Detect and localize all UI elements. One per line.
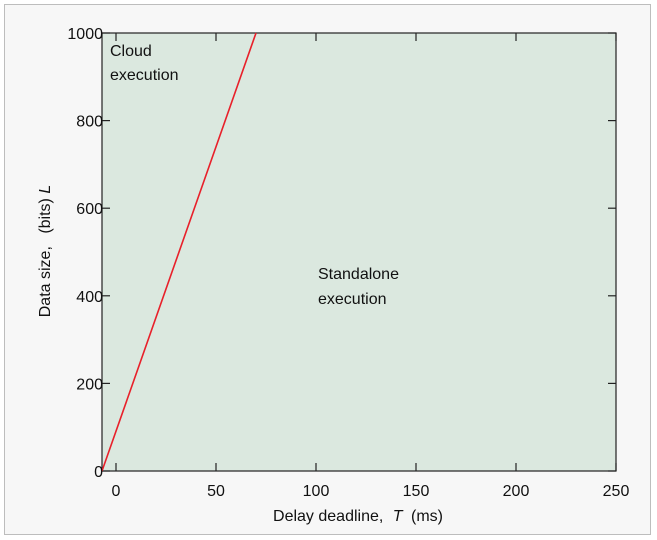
- boundary-line: [101, 32, 257, 472]
- standalone-label-line2: execution: [318, 291, 387, 308]
- y-tick-labels: 0 200 400 600 800 1000: [67, 26, 103, 481]
- x-tick-label: 0: [112, 483, 121, 500]
- x-tick-labels: 0 50 100 150 200 250: [112, 483, 630, 500]
- plot-area: [101, 32, 617, 472]
- x-axis-title-unit: (ms): [411, 508, 443, 525]
- y-tick-label: 200: [76, 376, 103, 393]
- y-tick-label: 800: [76, 114, 103, 131]
- cloud-label-line2: execution: [110, 67, 179, 84]
- x-axis-title-var: T: [393, 508, 404, 525]
- x-tick-label: 150: [403, 483, 430, 500]
- y-axis-title-unit: (bits): [37, 198, 54, 234]
- x-tick-label: 250: [603, 483, 630, 500]
- y-tick-label: 1000: [67, 26, 103, 43]
- y-tick-label: 0: [94, 464, 103, 481]
- y-axis-title: Data size, (bits) L: [37, 185, 54, 318]
- x-tick-label: 200: [503, 483, 530, 500]
- standalone-label-line1: Standalone: [318, 266, 399, 283]
- y-axis-title-prefix: Data size,: [37, 246, 54, 317]
- cloud-label-line1: Cloud: [110, 43, 152, 60]
- x-tick-label: 50: [207, 483, 225, 500]
- x-axis-title: Delay deadline, T (ms): [273, 508, 443, 525]
- x-axis-title-prefix: Delay deadline,: [273, 508, 383, 525]
- y-tick-label: 600: [76, 201, 103, 218]
- x-tick-label: 100: [303, 483, 330, 500]
- y-tick-label: 400: [76, 289, 103, 306]
- y-axis-title-var: L: [37, 185, 54, 194]
- axis-ticks: [102, 32, 617, 472]
